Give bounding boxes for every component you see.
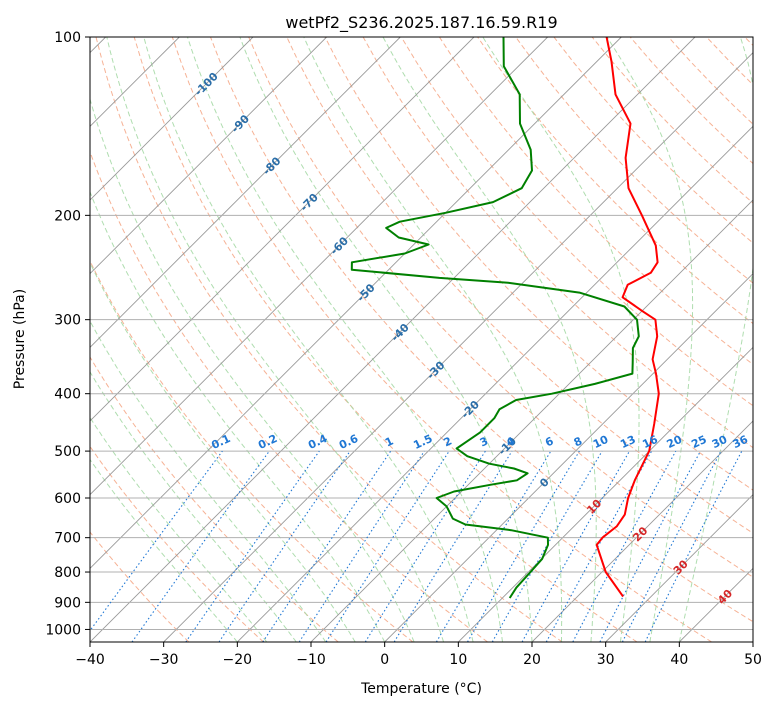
isotherm-line: [605, 494, 753, 642]
mixing-ratio-line: [545, 450, 653, 642]
moist-adiabat-line: [239, 37, 533, 642]
mixing-ratio-label: 20: [665, 433, 685, 451]
x-tick-label: 10: [449, 652, 467, 668]
y-tick-label: 700: [54, 531, 81, 547]
moist-adiabat-line: [90, 458, 238, 642]
mixing-ratio-line: [393, 450, 513, 642]
dry-adiabat-line: [515, 37, 753, 284]
x-tick-label: −20: [223, 652, 253, 668]
mixing-ratio-label: 36: [731, 433, 751, 451]
mixing-ratio-label: 10: [591, 433, 611, 451]
plot-lines: [90, 37, 753, 642]
dewpoint-profile-line: [350, 37, 640, 599]
moist-adiabat-line: [90, 261, 356, 642]
isotherm-line: [237, 125, 753, 642]
moist-adiabat-line: [143, 37, 474, 642]
moist-adiabat-line: [187, 37, 503, 642]
mixing-ratio-line: [131, 450, 270, 642]
moist-adiabat-line: [90, 416, 268, 642]
x-tick-label: 50: [744, 652, 762, 668]
y-tick-label: 1000: [45, 622, 81, 638]
dry-adiabat-line: [133, 37, 638, 642]
isotherm-line: [531, 420, 753, 642]
moist-adiabat-line: [606, 37, 694, 642]
y-tick-label: 400: [54, 387, 81, 403]
mixing-ratio-line: [262, 450, 392, 642]
moist-adiabat-line: [482, 37, 640, 642]
mixing-ratio-label: 13: [618, 433, 637, 451]
dry-adiabat-line: [95, 37, 563, 642]
moist-adiabat-line: [382, 37, 597, 642]
dry-adiabat-line: [171, 37, 712, 642]
mixing-ratio-line: [298, 450, 425, 642]
mixing-ratio-line: [218, 450, 351, 642]
isotherm-line: [90, 37, 475, 422]
chart-title: wetPf2_S236.2025.187.16.59.R19: [285, 13, 557, 33]
x-tick-label: −10: [296, 652, 326, 668]
mixing-ratio-line: [90, 450, 223, 632]
axis-ticks: −40 −30 −20 −10 0 10 20 30 40 50 100 200 300 400 500 60…: [45, 30, 762, 668]
x-tick-label: 30: [597, 652, 615, 668]
dry-adiabat-line: [324, 37, 753, 491]
mixing-ratio-line: [325, 450, 450, 642]
y-tick-label: 300: [54, 313, 81, 329]
dry-adiabat-line: [248, 37, 753, 578]
mixing-ratio-line: [521, 450, 630, 642]
temperature-profile-line: [595, 37, 660, 598]
y-tick-label: 600: [54, 491, 81, 507]
dry-adiabat-line: [90, 445, 264, 642]
dry-adiabat-line: [90, 150, 488, 642]
y-axis-label: Pressure (hPa): [12, 289, 28, 389]
x-tick-label: −30: [149, 652, 179, 668]
y-tick-label: 500: [54, 444, 81, 460]
dry-adiabat-line: [90, 356, 339, 642]
y-tick-label: 200: [54, 208, 81, 224]
moist-adiabat-line: [90, 190, 386, 642]
moist-adiabat-line: [678, 37, 753, 642]
y-tick-label: 800: [54, 565, 81, 581]
mixing-ratio-line: [185, 450, 320, 642]
dry-adiabat-line: [400, 37, 753, 407]
dry-adiabat-line: [210, 37, 753, 623]
mixing-ratio-line: [644, 450, 743, 642]
moist-adiabat-line: [303, 37, 563, 642]
isotherm-line: [90, 37, 327, 275]
isotherm-line: [90, 37, 622, 569]
dry-adiabat-line: [438, 37, 753, 366]
dry-adiabat-line: [90, 531, 190, 642]
isotherm-line: [384, 273, 753, 642]
mixing-ratio-label: 16: [640, 433, 660, 451]
y-tick-label: 100: [54, 30, 81, 46]
y-tick-label: 900: [54, 595, 81, 611]
x-tick-label: −40: [75, 652, 105, 668]
isotherm-line: [90, 37, 548, 496]
mixing-ratio-line: [599, 450, 701, 642]
isotherm-line: [90, 37, 401, 348]
moist-adiabat-line: [106, 37, 445, 642]
x-tick-label: 0: [380, 652, 389, 668]
moist-adiabat-line: [90, 320, 327, 642]
plot-frame: [89, 36, 754, 643]
isotherm-line: [310, 199, 753, 642]
mixing-ratio-label: 25: [689, 433, 708, 451]
x-axis-label: Temperature (°C): [360, 681, 482, 697]
isotherm-line: [458, 346, 753, 642]
x-tick-label: 20: [523, 652, 541, 668]
isotherm-line: [163, 52, 753, 642]
mixing-ratio-line: [364, 450, 486, 642]
mixing-ratio-line: [572, 450, 677, 642]
isotherm-line: [90, 37, 696, 642]
x-tick-label: 40: [670, 652, 688, 668]
mixing-ratio-label: 30: [710, 433, 730, 451]
isotherm-line: [90, 37, 254, 201]
